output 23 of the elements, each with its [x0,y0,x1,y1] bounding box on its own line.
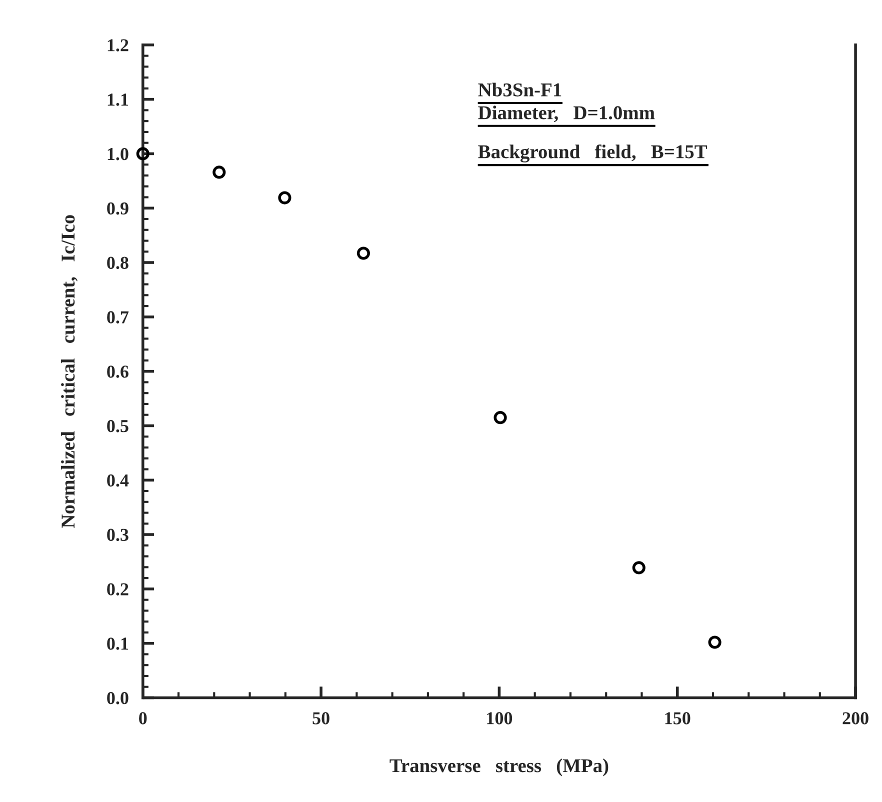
y-axis-title: Normalized critical current, Ic/Ico [61,215,78,528]
x-axis-title: Transverse stress (MPa) [390,758,608,776]
y-tick-label: 0.7 [107,311,129,324]
x-tick-label: 200 [842,712,868,724]
y-tick-label: 0.4 [107,474,129,487]
y-tick-label: 0.6 [107,366,128,378]
y-tick-label: 0.9 [107,202,128,215]
y-tick-label: 0.5 [107,420,128,432]
y-tick-label: 1.2 [108,39,128,52]
y-tick-label: 0.3 [107,528,128,542]
y-tick-label: 1.0 [108,148,128,160]
y-tick-label: 1.1 [108,94,128,106]
y-tick-label: 0.1 [107,638,128,650]
y-tick-label: 0.2 [107,583,128,596]
annotation: Background field, B=15T [478,144,708,162]
y-tick-label: 0.8 [107,256,128,270]
x-tick-label: 50 [312,712,330,724]
annotation: Diameter, D=1.0mm [478,106,655,122]
y-tick-label: 0.0 [107,692,128,704]
x-tick-label: 0 [139,712,147,724]
annotation: Nb3Sn-F1 [478,82,562,96]
x-tick-label: 100 [487,712,512,724]
x-tick-label: 150 [665,712,690,724]
